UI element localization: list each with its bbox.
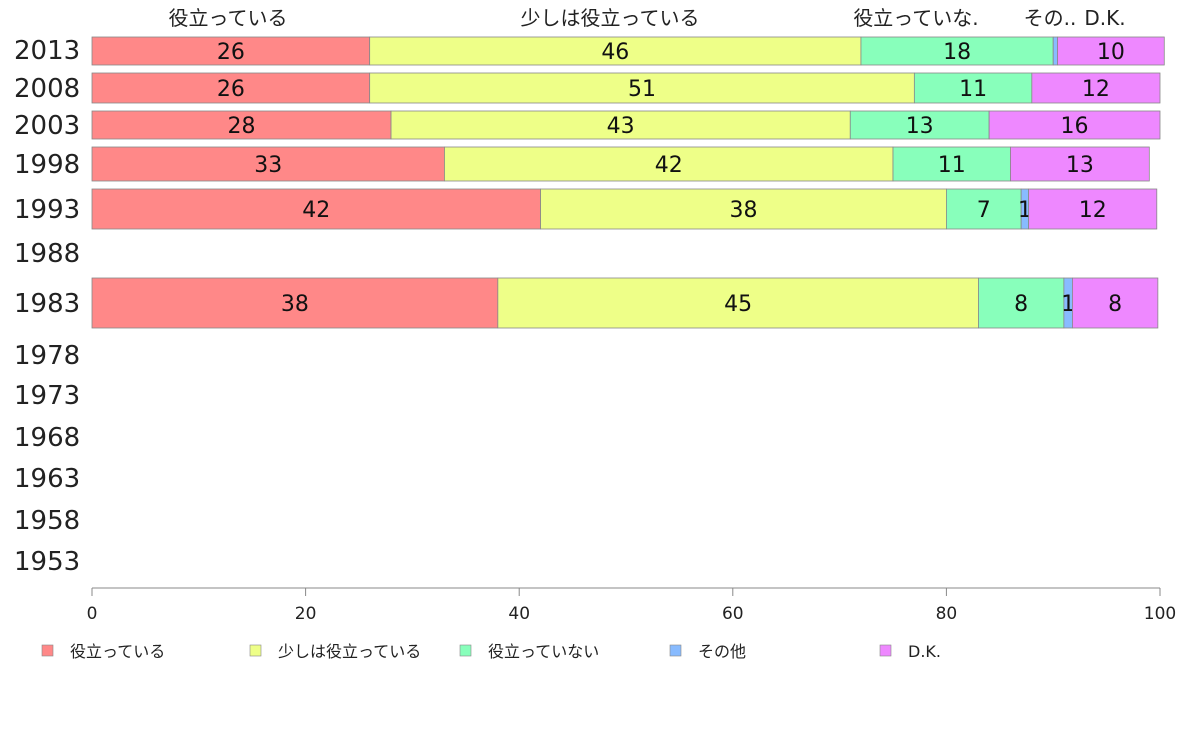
data-label: 12 — [1082, 77, 1110, 102]
year-label: 1983 — [14, 289, 80, 319]
year-label: 1988 — [14, 239, 80, 269]
data-label: 11 — [959, 77, 987, 102]
top-label: 役立っていな. — [853, 6, 978, 30]
data-label: 46 — [601, 40, 629, 65]
legend-swatch — [249, 644, 262, 657]
bar-segment — [91, 110, 392, 140]
top-labels: 役立っている 少しは役立っている 役立っていな. その.. D.K. — [169, 6, 1126, 30]
legend-swatch — [459, 644, 472, 657]
data-label: 45 — [724, 292, 752, 317]
data-label: 7 — [977, 198, 991, 223]
x-tick-label: 40 — [508, 604, 530, 624]
x-tick-label: 80 — [936, 604, 958, 624]
year-label: 2008 — [14, 74, 80, 104]
bar-segment — [913, 72, 1033, 104]
data-label: 33 — [254, 153, 282, 178]
bar-segment — [1010, 146, 1150, 182]
bar-segment — [1057, 36, 1165, 66]
x-tick-label: 100 — [1144, 604, 1176, 624]
data-label: 28 — [228, 114, 256, 139]
legend-label: D.K. — [908, 642, 941, 661]
data-label: 8 — [1014, 292, 1028, 317]
data-label: 11 — [938, 153, 966, 178]
bar-segment — [91, 277, 499, 329]
bar-segment — [860, 36, 1054, 66]
year-label: 1968 — [14, 423, 80, 453]
bar-segment — [1052, 36, 1058, 66]
bar-segment — [369, 72, 915, 104]
bar-segment — [988, 110, 1161, 140]
bar-segment — [91, 188, 541, 230]
legend-label: 役立っている — [70, 642, 165, 661]
legend-label: その他 — [698, 642, 746, 661]
data-label: 12 — [1079, 198, 1107, 223]
bar-segment — [369, 36, 862, 66]
data-label: 42 — [655, 153, 683, 178]
legend-label: 少しは役立っている — [278, 642, 421, 661]
bar-segment — [390, 110, 851, 140]
data-label: 51 — [628, 77, 656, 102]
data-label: 13 — [1066, 153, 1094, 178]
year-labels: 2013 2008 2003 1998 1993 1988 1983 1978 1973 1968… — [14, 36, 80, 577]
x-tick-label: 20 — [295, 604, 317, 624]
legend-label: 役立っていない — [488, 642, 599, 661]
bar-segment — [91, 72, 371, 104]
top-label: 役立っている — [169, 6, 288, 30]
year-label: 2013 — [14, 36, 80, 66]
legend: 役立っている 少しは役立っている 役立っていない その他 D.K. — [41, 642, 941, 661]
data-label: 16 — [1061, 114, 1089, 139]
year-label: 1973 — [14, 381, 80, 411]
bar-segment — [1072, 277, 1159, 329]
year-label: 1993 — [14, 195, 80, 225]
bar-segment — [444, 146, 894, 182]
top-label: 少しは役立っている — [521, 6, 700, 30]
year-label: 1998 — [14, 150, 80, 180]
data-label: 38 — [729, 198, 757, 223]
year-label: 1958 — [14, 506, 80, 536]
data-label: 38 — [281, 292, 309, 317]
legend-swatch — [669, 644, 682, 657]
data-label: 18 — [943, 40, 971, 65]
year-label: 1953 — [14, 547, 80, 577]
x-tick-label: 0 — [87, 604, 98, 624]
year-label: 2003 — [14, 111, 80, 141]
bar-segment — [91, 146, 445, 182]
legend-swatch — [41, 644, 54, 657]
data-label: 26 — [217, 40, 245, 65]
data-label: 1 — [1061, 292, 1075, 317]
year-label: 1978 — [14, 341, 80, 371]
bar-segment — [978, 277, 1065, 329]
data-label: 42 — [302, 198, 330, 223]
bar-segment — [946, 188, 1022, 230]
bar-segment — [1031, 72, 1161, 104]
bar-segment — [1028, 188, 1158, 230]
year-label: 1963 — [14, 464, 80, 494]
bar-segment — [91, 36, 371, 66]
top-label: D.K. — [1084, 6, 1125, 30]
data-label: 43 — [607, 114, 635, 139]
data-label: 8 — [1108, 292, 1122, 317]
data-label: 26 — [217, 77, 245, 102]
x-axis: 0 20 40 60 80 100 — [87, 587, 1176, 624]
legend-swatch — [879, 644, 892, 657]
bar-segment — [497, 277, 979, 329]
x-tick-label: 60 — [722, 604, 744, 624]
data-label: 13 — [906, 114, 934, 139]
top-label: その.. — [1024, 6, 1077, 30]
data-label: 10 — [1097, 40, 1125, 65]
bar-segment — [540, 188, 947, 230]
